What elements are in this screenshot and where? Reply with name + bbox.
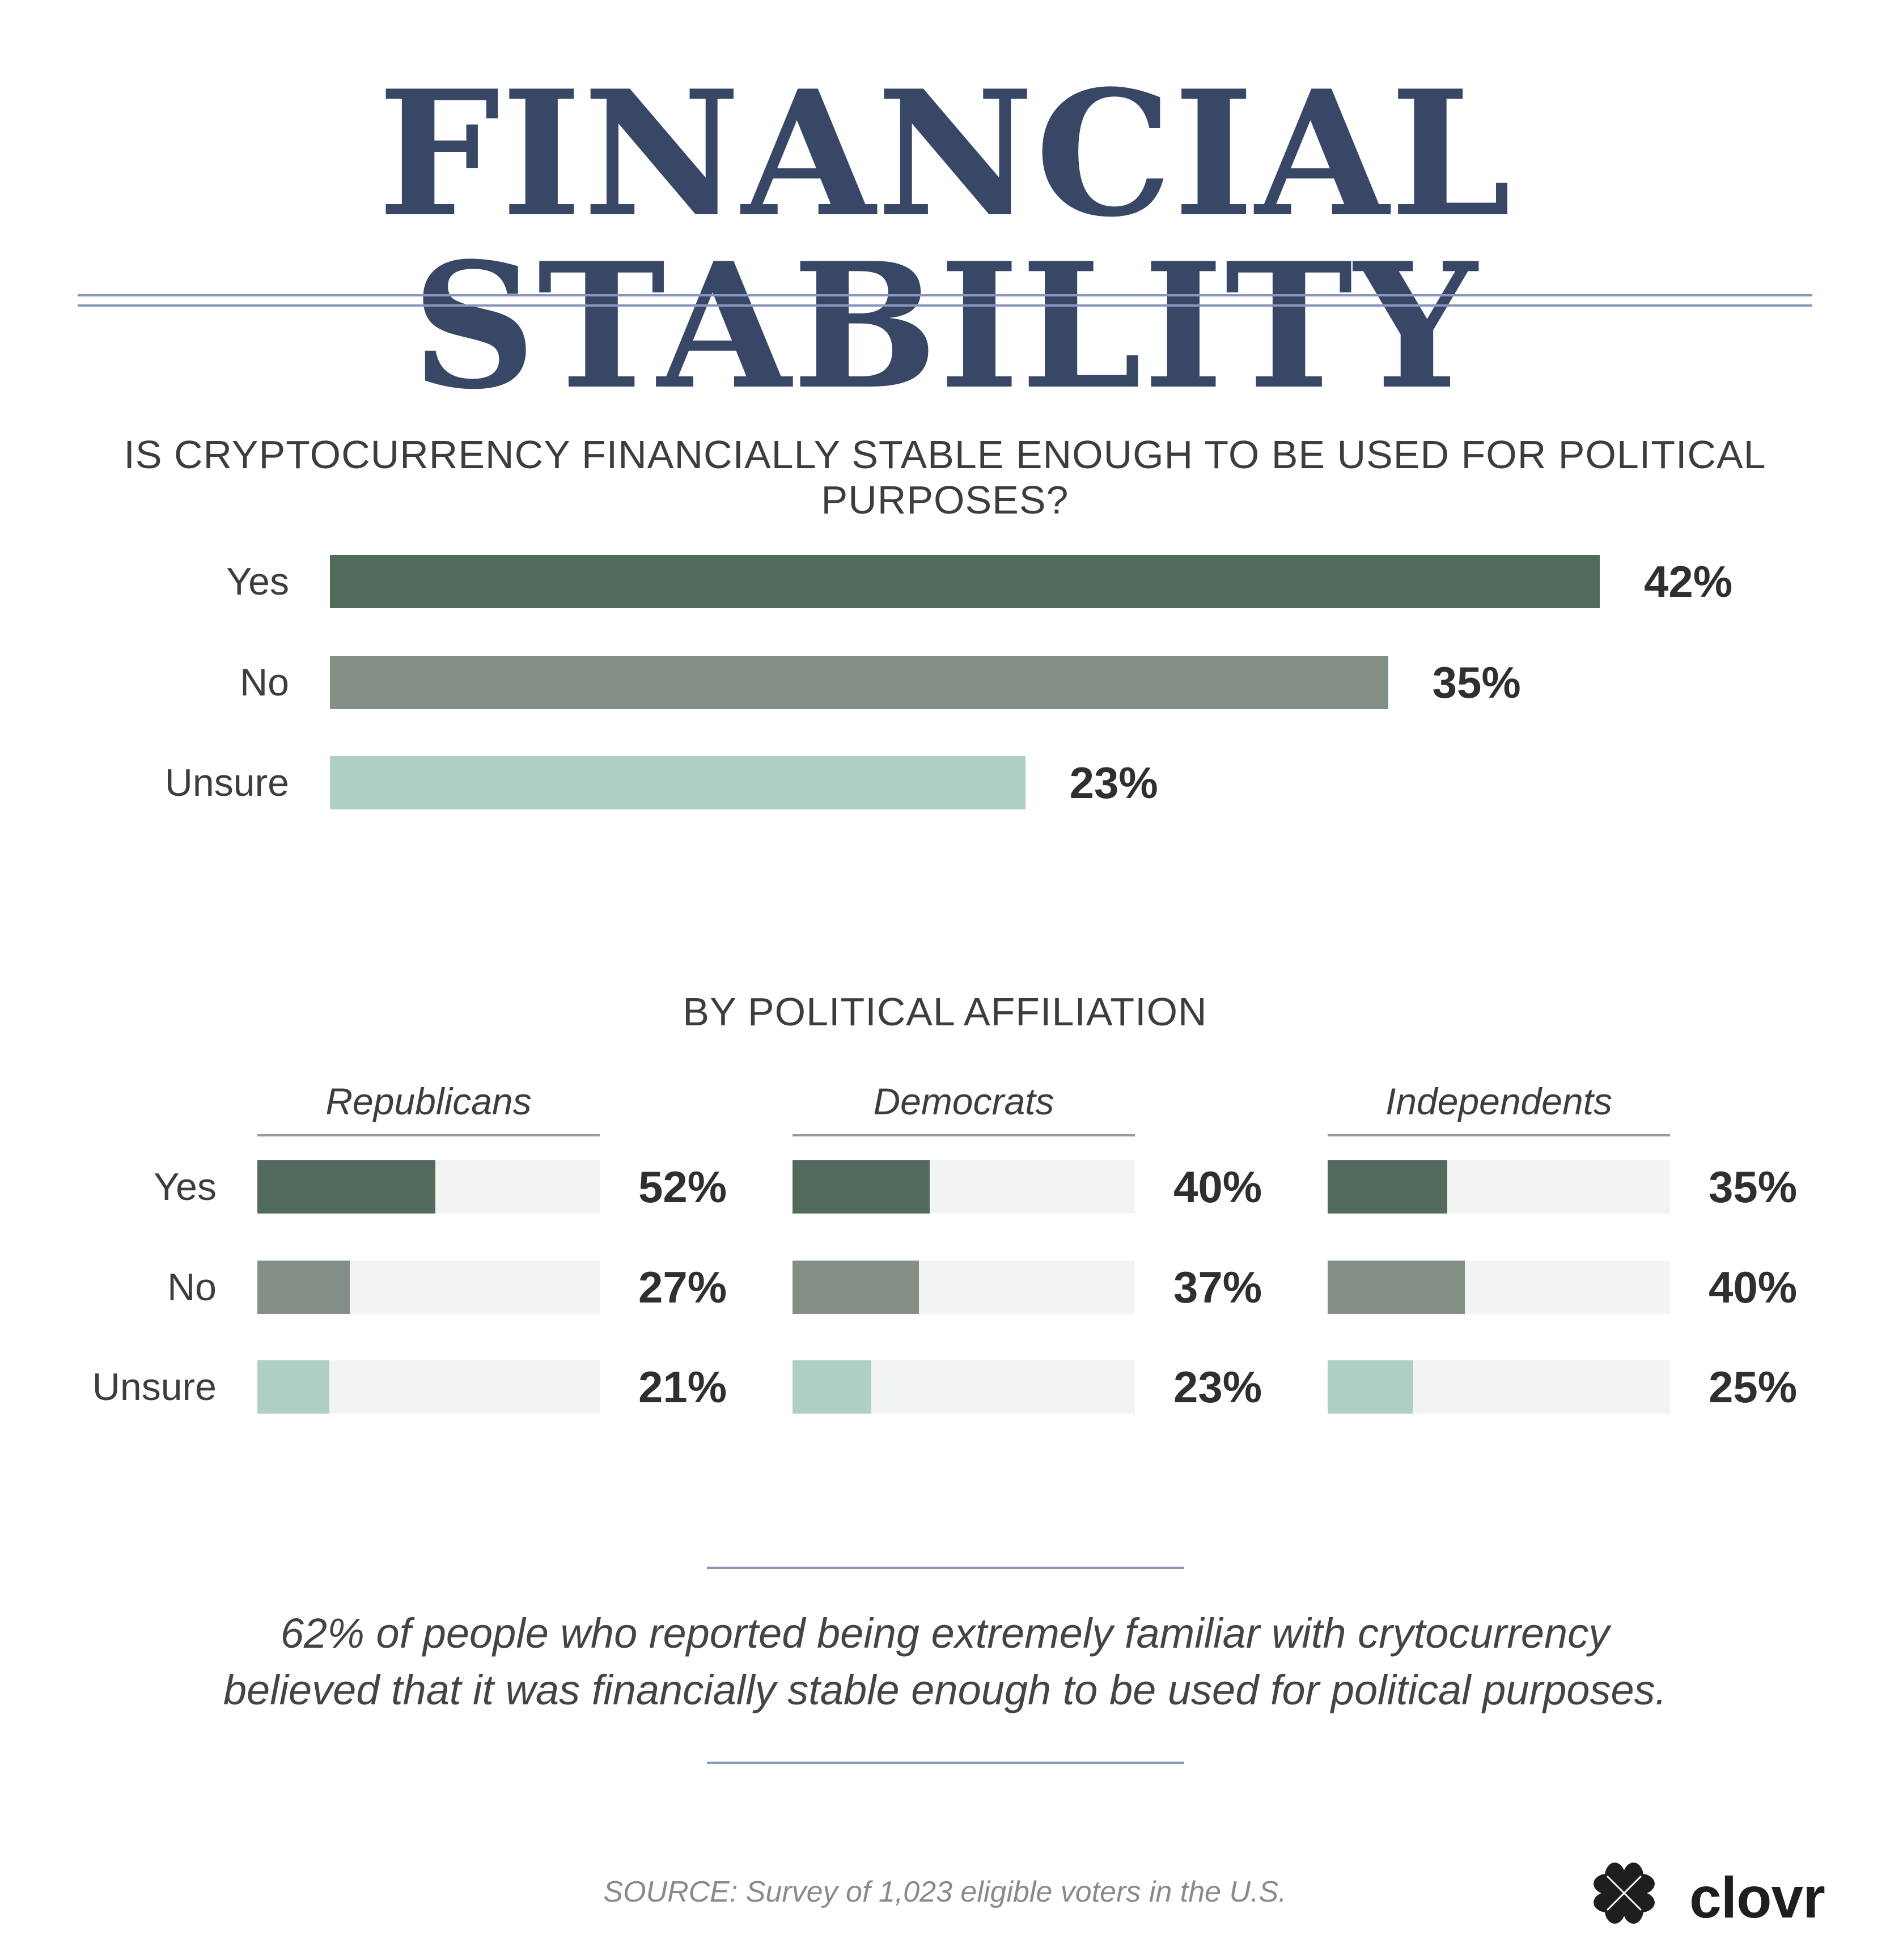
data-label: 27% <box>638 1262 727 1312</box>
bar <box>793 1261 919 1314</box>
group-label: Republicans <box>325 1080 532 1122</box>
group-rule <box>1328 1134 1670 1136</box>
footnote-line-1: 62% of people who reported being extreme… <box>280 1610 1610 1657</box>
bar <box>1328 1160 1448 1214</box>
brand-name: clovr <box>1689 1865 1825 1930</box>
group-label: Independents <box>1385 1080 1613 1122</box>
chart-question: IS CRYPTOCURRENCY FINANCIALLY STABLE ENO… <box>124 432 1766 522</box>
category-label: No <box>167 1266 217 1309</box>
data-label: 21% <box>638 1362 727 1412</box>
bar <box>793 1160 930 1214</box>
data-label: 23% <box>1069 758 1158 808</box>
category-label: Yes <box>226 560 289 603</box>
group-label: Democrats <box>873 1080 1054 1122</box>
bar <box>257 1261 350 1314</box>
category-label: No <box>240 661 289 704</box>
page-title: FINANCIAL STABILITY <box>378 53 1512 427</box>
main-bar-chart: Yes 42% No 35% Unsure 23% <box>0 0 1890 850</box>
category-label: Yes <box>154 1165 217 1208</box>
category-label: Unsure <box>92 1365 217 1409</box>
source-text: SOURCE: Survey of 1,023 eligible voters … <box>603 1876 1287 1908</box>
group-rule <box>793 1134 1135 1136</box>
data-label: 25% <box>1709 1362 1798 1412</box>
data-label: 37% <box>1173 1262 1262 1312</box>
bar <box>1328 1360 1413 1414</box>
bar <box>1328 1261 1465 1314</box>
footnote-text: 62% of people who reported being extreme… <box>0 1605 1890 1719</box>
bar <box>257 1360 329 1414</box>
group-rule <box>257 1134 600 1136</box>
affiliation-subtitle: BY POLITICAL AFFILIATION <box>683 990 1207 1034</box>
title-rule-bottom <box>78 304 1812 307</box>
data-label: 40% <box>1173 1162 1262 1212</box>
bar <box>330 555 1600 608</box>
bar <box>257 1160 436 1214</box>
bar <box>330 656 1388 709</box>
data-label: 35% <box>1432 657 1521 707</box>
data-label: 23% <box>1173 1362 1262 1412</box>
category-label: Unsure <box>164 761 289 804</box>
note-rule-top <box>707 1567 1184 1569</box>
clover-logo-icon <box>1594 1863 1655 1924</box>
bar <box>330 756 1025 809</box>
footnote-line-2: believed that it was financially stable … <box>223 1666 1667 1713</box>
data-label: 42% <box>1644 557 1733 606</box>
data-label: 52% <box>638 1162 727 1212</box>
data-label: 40% <box>1709 1262 1798 1312</box>
bar <box>793 1360 871 1414</box>
title-rule-top <box>78 294 1812 296</box>
data-label: 35% <box>1709 1162 1798 1212</box>
affiliation-bar-charts: Yes No Unsure Republicans 52% 27% 21% Democrats… <box>92 1080 1798 1414</box>
note-rule-bottom <box>707 1762 1184 1764</box>
